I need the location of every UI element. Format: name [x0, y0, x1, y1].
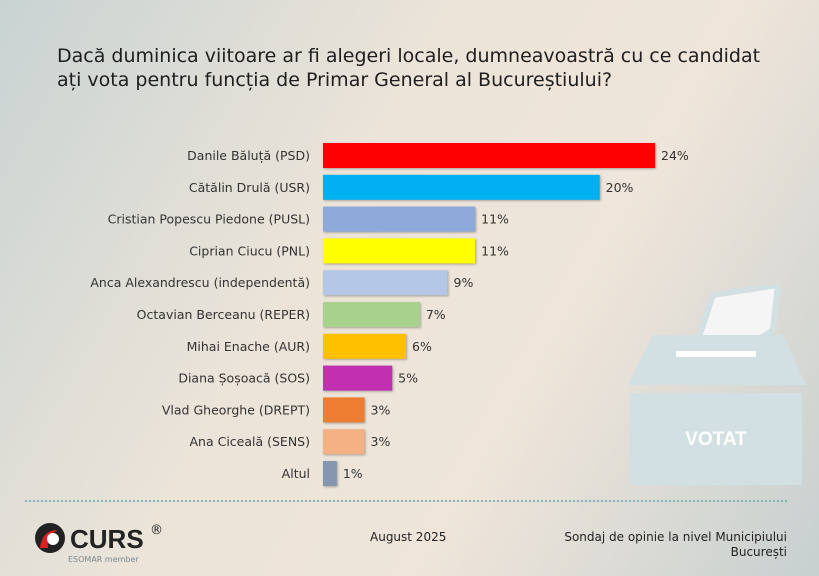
category-label: Anca Alexandrescu (independentă) [90, 275, 310, 290]
data-label: 11% [481, 212, 509, 227]
category-label: Altul [282, 466, 310, 481]
category-label: Ciprian Ciucu (PNL) [189, 243, 310, 258]
bar [323, 429, 365, 455]
survey-date: August 2025 [370, 530, 447, 544]
category-label: Danile Băluță (PSD) [187, 148, 310, 163]
category-label: Mihai Enache (AUR) [187, 339, 310, 354]
category-label: Diana Șoșoacă (SOS) [178, 371, 310, 386]
survey-source: Sondaj de opinie la nivel Municipiului B… [547, 530, 787, 560]
category-label: Vlad Gheorghe (DREPT) [162, 402, 310, 417]
data-label: 20% [606, 180, 634, 195]
curs-logo: CURS ® ESOMAR member [32, 518, 172, 568]
data-label: 3% [371, 434, 391, 449]
footer-divider [25, 500, 787, 502]
bar [323, 143, 655, 168]
data-label: 9% [454, 275, 474, 290]
chart-title: Dacă duminica viitoare ar fi alegeri loc… [57, 45, 761, 91]
bar [323, 302, 420, 327]
category-label: Cristian Popescu Piedone (PUSL) [108, 212, 310, 227]
bar [323, 206, 476, 232]
bar-chart: Danile Băluță (PSD) 24% Cătălin Drulă (USR… [90, 143, 689, 486]
data-label: 7% [426, 307, 446, 322]
bar [323, 270, 448, 296]
bar [323, 333, 406, 359]
svg-text:®: ® [150, 523, 163, 538]
bar [323, 461, 337, 486]
bar [323, 238, 476, 264]
ballot-label: VOTAT [685, 429, 747, 450]
data-label: 5% [398, 371, 418, 386]
data-label: 24% [661, 148, 689, 163]
data-label: 1% [343, 466, 363, 481]
category-label: Octavian Berceanu (REPER) [137, 307, 310, 322]
category-label: Ana Ciceală (SENS) [189, 434, 310, 449]
data-label: 6% [412, 339, 432, 354]
data-label: 3% [371, 402, 391, 417]
source-line-1: Sondaj de opinie la nivel Municipiului [564, 530, 787, 544]
svg-text:CURS: CURS [70, 524, 144, 554]
bar [323, 174, 600, 200]
bar [323, 365, 393, 391]
svg-text:ESOMAR member: ESOMAR member [68, 555, 139, 564]
bar [323, 397, 365, 423]
source-line-2: București [730, 545, 787, 559]
ballot-box-icon: VOTAT [628, 285, 806, 485]
data-label: 11% [481, 243, 509, 258]
category-label: Cătălin Drulă (USR) [189, 180, 310, 195]
